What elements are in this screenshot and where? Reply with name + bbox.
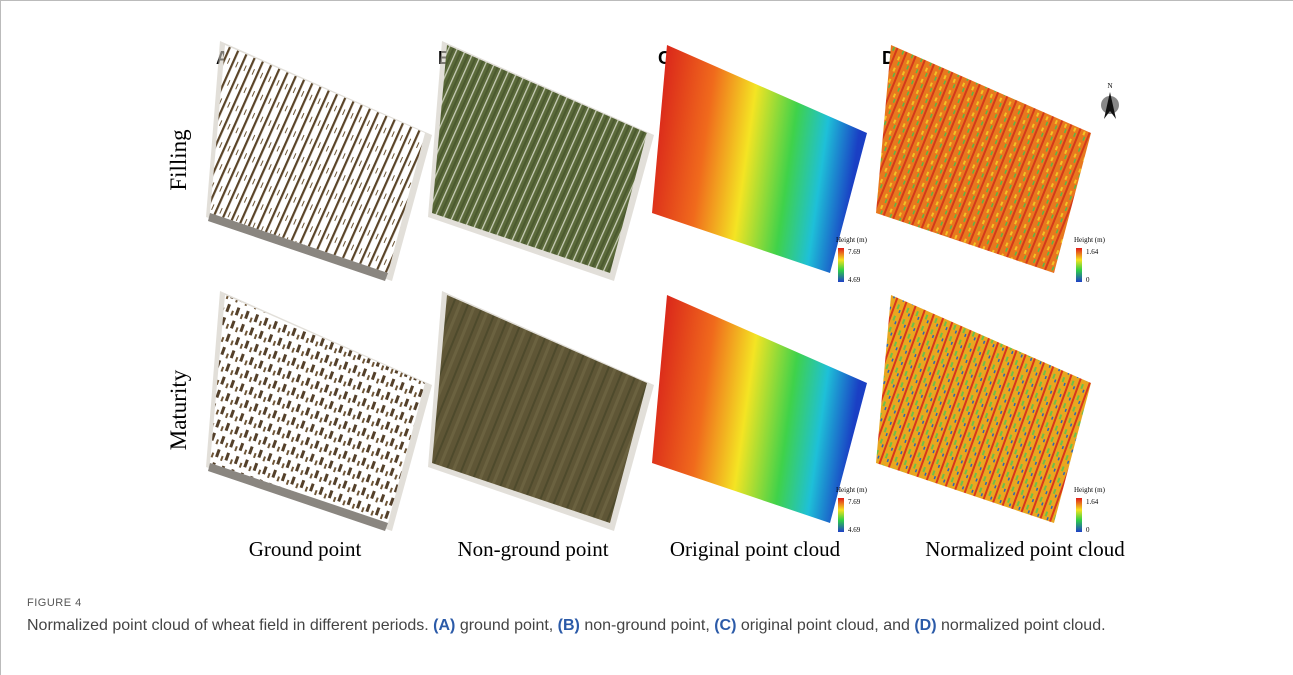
point-cloud-image [428, 291, 654, 531]
legend-title: Height (m) [836, 486, 868, 494]
north-label: N [1107, 82, 1112, 90]
height-legend: Height (m) 1.64 0 [1074, 486, 1106, 534]
field [652, 45, 867, 273]
field [876, 295, 1091, 523]
north-arrow: N [1101, 82, 1119, 119]
legend-max: 1.64 [1086, 248, 1099, 256]
north-pointer [1104, 92, 1116, 119]
point-cloud-image [206, 291, 432, 531]
caption-text: original point cloud, and [736, 617, 915, 634]
caption-panel-ref: (B) [557, 617, 580, 634]
color-bar [1076, 498, 1082, 532]
point-cloud-image [428, 41, 654, 281]
figure-label: FIGURE 4 [27, 597, 82, 609]
column-label: Non-ground point [457, 537, 608, 561]
field [432, 45, 647, 273]
legend-min: 4.69 [848, 276, 861, 284]
caption-text: ground point, [455, 617, 558, 634]
color-bar [1076, 248, 1082, 282]
caption-text: Normalized point cloud of wheat field in… [27, 617, 434, 634]
height-legend: Height (m) 7.69 4.69 [836, 486, 868, 534]
legend-min: 4.69 [848, 526, 861, 534]
field [210, 45, 425, 273]
height-legend: Height (m) 1.64 0 [1074, 236, 1106, 284]
legend-min: 0 [1086, 276, 1090, 284]
color-bar [838, 248, 844, 282]
legend-title: Height (m) [1074, 486, 1106, 494]
point-cloud-image [652, 45, 867, 273]
field [876, 45, 1091, 273]
caption-panel-ref: (D) [914, 617, 937, 634]
road [208, 213, 388, 281]
column-label: Ground point [249, 537, 362, 561]
point-cloud-image [206, 41, 432, 281]
legend-title: Height (m) [1074, 236, 1106, 244]
column-label: Original point cloud [670, 537, 841, 561]
field [432, 295, 647, 523]
color-bar [838, 498, 844, 532]
field [210, 295, 425, 523]
legend-max: 1.64 [1086, 498, 1099, 506]
caption-panel-ref: (A) [433, 617, 456, 634]
legend-max: 7.69 [848, 498, 861, 506]
height-legend: Height (m) 7.69 4.69 [836, 236, 868, 284]
figure-caption: Normalized point cloud of wheat field in… [27, 615, 1262, 637]
legend-title: Height (m) [836, 236, 868, 244]
caption-panel-ref: (C) [714, 617, 737, 634]
row-label: Filling [166, 129, 191, 191]
row-label: Maturity [166, 369, 191, 450]
point-cloud-image [652, 295, 867, 523]
legend-min: 0 [1086, 526, 1090, 534]
column-label: Normalized point cloud [925, 537, 1125, 561]
legend-max: 7.69 [848, 248, 861, 256]
road [208, 463, 388, 531]
field [652, 295, 867, 523]
point-cloud-image [876, 295, 1091, 523]
caption-text: non-ground point, [579, 617, 715, 634]
point-cloud-image [876, 45, 1091, 273]
caption-text: normalized point cloud. [936, 617, 1106, 634]
